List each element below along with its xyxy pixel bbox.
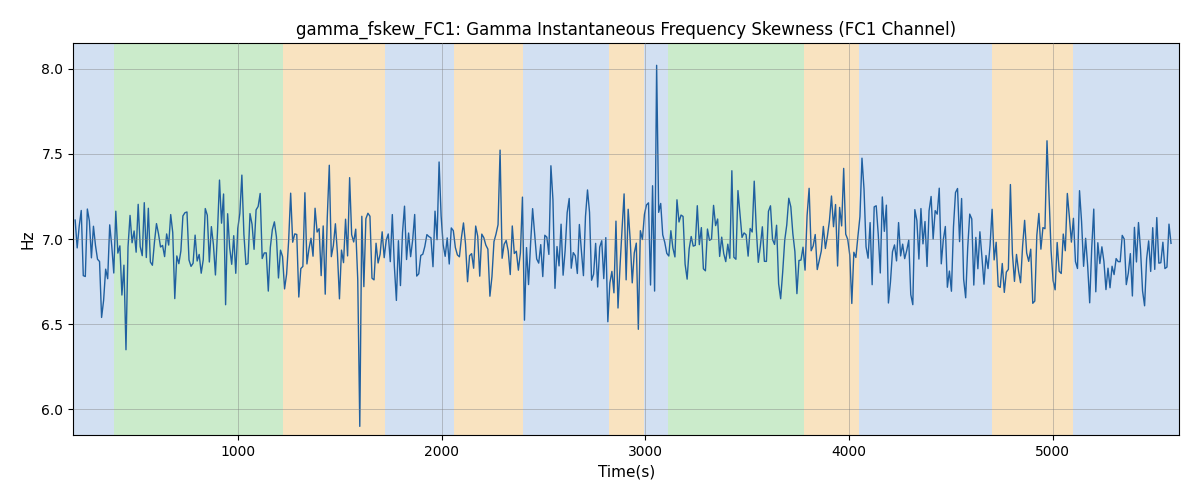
Y-axis label: Hz: Hz [20,230,36,249]
Bar [1073,43,1180,435]
Bar [859,43,991,435]
Bar [73,43,114,435]
Bar [523,43,608,435]
Title: gamma_fskew_FC1: Gamma Instantaneous Frequency Skewness (FC1 Channel): gamma_fskew_FC1: Gamma Instantaneous Fre… [296,21,956,39]
Bar [114,43,283,435]
Bar [385,43,454,435]
Bar [991,43,1073,435]
Bar [608,43,644,435]
X-axis label: Time(s): Time(s) [598,464,655,479]
Bar [454,43,523,435]
Bar [804,43,859,435]
Bar [644,43,668,435]
Bar [283,43,385,435]
Bar [668,43,804,435]
